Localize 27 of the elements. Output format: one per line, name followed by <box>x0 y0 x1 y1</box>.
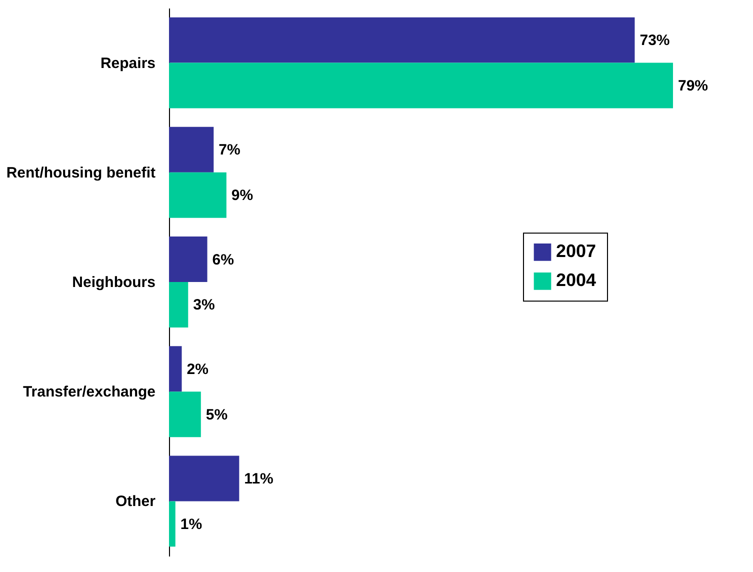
bar <box>169 456 240 502</box>
legend-label: 2004 <box>556 270 596 290</box>
data-label: 79% <box>678 78 708 95</box>
y-tick-label: Neighbours <box>72 274 156 291</box>
bar <box>169 392 201 438</box>
y-tick-label: Rent/housing benefit <box>6 164 156 182</box>
y-tick-label: Other <box>115 493 156 510</box>
bar <box>169 346 182 392</box>
data-label: 3% <box>193 296 215 314</box>
data-label: 6% <box>212 251 234 268</box>
bar <box>169 236 208 282</box>
bar <box>169 282 188 328</box>
bar <box>169 501 176 547</box>
data-label: 5% <box>206 406 228 424</box>
bar <box>169 126 214 172</box>
bar <box>169 17 635 63</box>
data-label: 1% <box>180 516 202 533</box>
data-label: 2% <box>186 360 208 378</box>
data-label: 9% <box>231 187 254 204</box>
data-label: 73% <box>640 32 670 50</box>
data-label: 7% <box>218 142 240 159</box>
y-tick-label: Repairs <box>100 54 156 72</box>
y-tick-label: Transfer/exchange <box>22 384 156 401</box>
legend-label: 2007 <box>556 241 596 262</box>
bar <box>169 172 226 218</box>
data-label: 11% <box>244 470 274 488</box>
bar <box>169 62 673 108</box>
